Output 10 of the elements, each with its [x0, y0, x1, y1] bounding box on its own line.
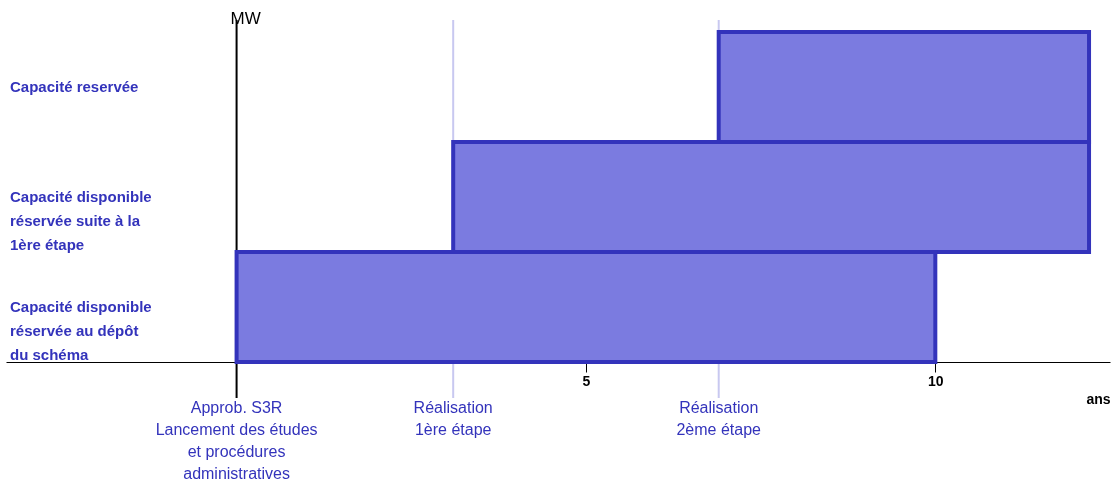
ref-line-label: Réalisation 1ère étape	[413, 399, 493, 438]
x-tick-label: 10	[928, 372, 944, 389]
ref-line-label: Approb. S3R Lancement des études et procédures administratives	[155, 399, 318, 482]
y-tick-label: Capacité disponible réservée au dépôt du schéma	[10, 298, 152, 364]
y-tick-label: Capacité reservée	[10, 78, 139, 96]
y-tick-label: Capacité disponible réservée suite à la 1ère étape	[10, 188, 152, 254]
x-axis-title: ans	[1086, 390, 1111, 407]
x-tick-label: 5	[582, 372, 591, 389]
y-axis-title: MW	[230, 9, 261, 28]
ref-line-label: Réalisation 2ème étape	[676, 399, 762, 438]
